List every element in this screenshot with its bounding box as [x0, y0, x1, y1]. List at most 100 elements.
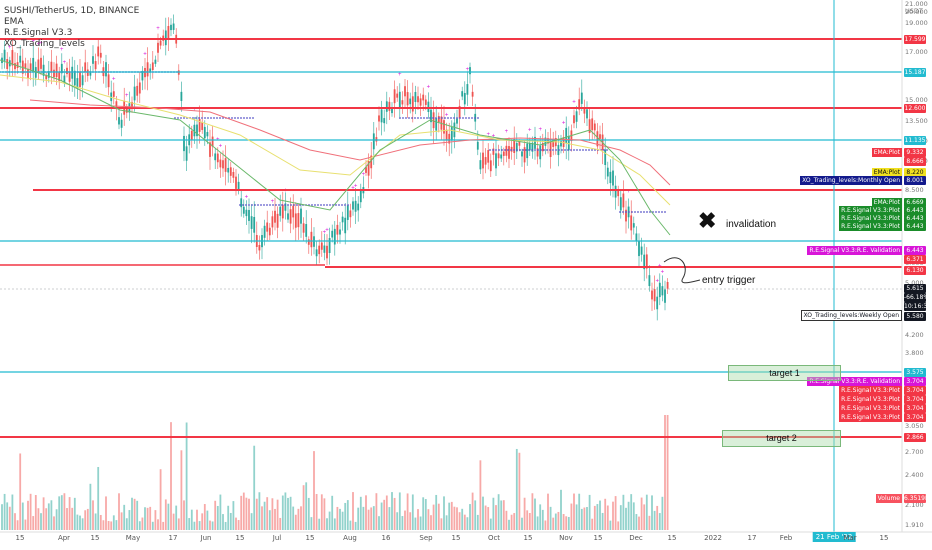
volume-bar — [107, 520, 110, 530]
volume-bar — [94, 513, 97, 530]
candle-body — [32, 57, 35, 73]
candle-body — [333, 228, 336, 245]
level-dot — [248, 204, 250, 206]
candle-body — [318, 245, 321, 255]
volume-bar — [53, 516, 55, 530]
level-dot — [417, 117, 419, 119]
level-dot — [284, 204, 286, 206]
level-dot — [661, 211, 663, 213]
candle-body — [245, 209, 248, 217]
level-dot — [474, 117, 476, 119]
volume-bar — [375, 493, 378, 530]
level-dot — [640, 211, 642, 213]
candle-body — [482, 152, 484, 169]
volume-bar — [159, 469, 162, 530]
volume-bar — [362, 506, 365, 530]
level-dot — [528, 149, 530, 151]
level-dot — [311, 204, 313, 206]
signal-marker: + — [655, 278, 659, 284]
volume-bar — [601, 512, 604, 530]
volume-bar — [216, 505, 219, 530]
candle-body — [352, 201, 354, 210]
volume-bar — [534, 498, 536, 530]
level-dot — [263, 204, 265, 206]
candle-body — [76, 78, 79, 89]
candle-body — [404, 86, 406, 97]
level-dot — [435, 117, 437, 119]
signal-marker: + — [627, 189, 631, 195]
candle-body — [370, 155, 373, 169]
volume-bar — [367, 509, 370, 530]
level-dot — [246, 117, 248, 119]
volume-bar — [112, 515, 115, 530]
candle-body — [237, 181, 240, 190]
level-dot — [567, 149, 569, 151]
volume-bar — [284, 492, 287, 530]
candle-body — [235, 176, 237, 189]
candle-body — [391, 108, 393, 114]
volume-bar — [97, 466, 100, 530]
volume-bar — [378, 516, 380, 530]
level-dot — [501, 149, 503, 151]
candle-body — [531, 142, 534, 152]
signal-marker: + — [427, 84, 431, 90]
volume-bar — [588, 494, 591, 530]
candle-body — [432, 112, 435, 129]
volume-bar — [539, 504, 542, 530]
candle-body — [648, 275, 651, 287]
indicator-label: R.E.Signal V3.3:Plot — [839, 395, 902, 404]
candle-body — [521, 151, 523, 157]
candle-body — [463, 92, 466, 105]
candle-body — [458, 105, 461, 119]
indicator-label: R.E.Signal V3.3:Plot — [839, 222, 902, 231]
level-dot — [254, 204, 256, 206]
candle-body — [552, 139, 555, 147]
candle-body — [510, 146, 513, 152]
ema-yellow-line — [0, 74, 671, 206]
volume-bar — [544, 520, 547, 530]
candle-body — [393, 89, 396, 104]
level-dot — [510, 149, 512, 151]
volume-bar — [326, 518, 328, 530]
volume-bar — [79, 515, 81, 530]
candle-body — [375, 137, 378, 142]
volume-bar — [557, 511, 560, 530]
volume-bar — [565, 516, 568, 530]
indicator-label: R.E.Signal V3.3:Plot — [839, 214, 902, 223]
volume-bar — [263, 501, 266, 530]
volume-bar — [45, 508, 48, 530]
signal-marker: + — [156, 26, 160, 32]
volume-bar — [643, 504, 646, 530]
level-dot — [257, 204, 259, 206]
price-tick: 3.800 — [905, 349, 924, 357]
indicator-label: R.E.Signal V3.3:Plot — [839, 404, 902, 413]
candle-body — [271, 216, 274, 228]
price-label: 11.135 — [904, 136, 926, 145]
time-tick: Nov — [559, 534, 573, 542]
indicator-label: XO_Trading_levels:Weekly Open — [800, 310, 902, 321]
candle-body — [328, 238, 331, 254]
candle-body — [281, 204, 284, 219]
volume-bar — [606, 505, 609, 530]
volume-bar — [344, 502, 347, 530]
level-dot — [603, 149, 605, 151]
candle-body — [596, 131, 599, 147]
volume-bar — [604, 498, 607, 530]
levels-legend: XO_Trading_levels — [4, 39, 85, 49]
volume-bar — [440, 518, 443, 530]
level-dot — [260, 204, 262, 206]
level-dot — [317, 204, 319, 206]
volume-bar — [479, 460, 482, 530]
candle-body — [81, 75, 84, 86]
volume-bar — [185, 422, 188, 530]
volume-bar — [443, 496, 445, 530]
signal-marker: + — [466, 67, 470, 73]
candle-body — [357, 203, 360, 211]
candle-body — [349, 210, 352, 218]
level-dot — [195, 117, 197, 119]
candle-body — [565, 127, 568, 144]
signal-marker: + — [354, 183, 358, 189]
candle-body — [658, 282, 661, 298]
volume-bar — [118, 493, 120, 530]
